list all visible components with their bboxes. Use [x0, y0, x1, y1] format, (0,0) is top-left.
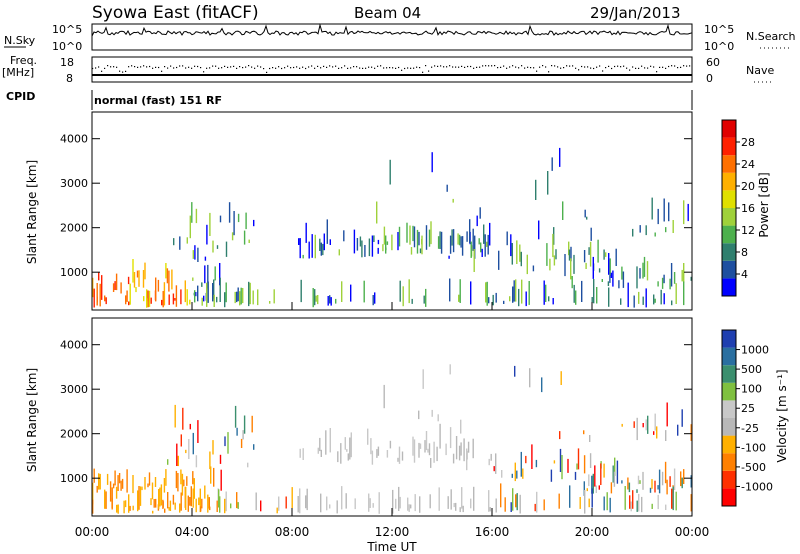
x-tick-label: 04:00 — [175, 525, 210, 539]
x-tick-label: 08:00 — [275, 525, 310, 539]
velocity-colorbar-tick-label: 1000 — [741, 344, 769, 357]
velocity-colorbar-swatch — [722, 418, 736, 436]
nsky-panel: N.Sky 10^5 10^0 10^5 10^0 N.Search — [4, 23, 796, 53]
velocity-colorbar-swatch — [722, 400, 736, 418]
y-tick-label: 4000 — [60, 133, 88, 146]
x-axis-label: Time UT — [366, 540, 417, 554]
power-colorbar: 4 8 12 16 20 24 28 Power [dB] — [721, 119, 771, 297]
velocity-colorbar-swatch — [722, 382, 736, 401]
velocity-colorbar-swatch — [722, 365, 736, 383]
date-label: 29/Jan/2013 — [590, 4, 681, 22]
power-colorbar-swatch — [722, 278, 736, 296]
freq-unit: [MHz] — [2, 66, 34, 79]
cpid-label: CPID — [6, 90, 35, 103]
x-tick-label: 16:00 — [475, 525, 510, 539]
power-colorbar-label: Power [dB] — [757, 172, 771, 237]
power-colorbar-swatch — [722, 137, 736, 156]
plot-title: Syowa East (fitACF) — [92, 3, 259, 23]
nave-label: Nave — [746, 64, 774, 77]
y-tick-label: 2000 — [60, 222, 88, 235]
power-colorbar-swatch — [722, 172, 736, 191]
nsky-label: N.Sky — [4, 34, 36, 47]
velocity-colorbar-swatch — [722, 330, 736, 348]
beam-label: Beam 04 — [354, 4, 421, 22]
velocity-colorbar-tick-label: -25 — [741, 422, 759, 435]
nave-tick-top: 60 — [706, 56, 720, 69]
power-panel: 1000 2000 3000 4000 Slant Range [km] — [25, 111, 693, 311]
velocity-colorbar-swatch — [722, 347, 736, 366]
velocity-colorbar-tick-label: -100 — [741, 441, 766, 454]
nave-trace — [92, 65, 691, 73]
freq-label: Freq. — [10, 54, 37, 67]
power-colorbar-tick-label: 20 — [741, 180, 755, 193]
y-tick-label: 3000 — [60, 177, 88, 190]
velocity-colorbar: -1000 -500 -100 -25 25 100 500 1000 Velocity [m… — [721, 329, 789, 507]
nsky-tick-top: 10^5 — [52, 23, 82, 36]
power-colorbar-tick-label: 28 — [741, 136, 755, 149]
power-colorbar-tick-label: 16 — [741, 202, 755, 215]
freq-tick-top: 18 — [60, 56, 74, 69]
y-tick-label: 2000 — [60, 428, 88, 441]
nsearch-label: N.Search — [746, 30, 796, 43]
nave-tick-bottom: 0 — [706, 72, 713, 85]
power-colorbar-tick-label: 24 — [741, 158, 755, 171]
power-colorbar-swatch — [722, 120, 736, 138]
velocity-colorbar-tick-label: 100 — [741, 383, 762, 396]
cpid-text: normal (fast) 151 RF — [94, 94, 222, 107]
power-colorbar-tick-label: 4 — [741, 268, 748, 281]
velocity-colorbar-tick-label: 500 — [741, 363, 762, 376]
nsearch-tick-top: 10^5 — [704, 23, 734, 36]
power-colorbar-swatch — [722, 243, 736, 261]
x-tick-label: 00:00 — [675, 525, 710, 539]
nsearch-tick-bottom: 10^0 — [704, 40, 734, 53]
power-colorbar-tick-label: 12 — [741, 224, 755, 237]
power-ylabel: Slant Range [km] — [25, 160, 39, 264]
velocity-colorbar-tick-label: -1000 — [741, 480, 773, 493]
power-heatmap — [92, 147, 692, 308]
y-tick-label: 3000 — [60, 383, 88, 396]
power-colorbar-swatch — [722, 190, 736, 208]
velocity-colorbar-tick-label: 25 — [741, 402, 755, 415]
x-tick-label: 20:00 — [575, 525, 610, 539]
velocity-heatmap — [92, 364, 692, 514]
velocity-colorbar-swatch — [722, 488, 736, 506]
power-colorbar-swatch — [722, 225, 736, 244]
velocity-colorbar-swatch — [722, 470, 736, 489]
freq-panel: Freq. [MHz] 18 8 60 0 Nave — [2, 54, 774, 85]
power-colorbar-swatch — [722, 208, 736, 226]
nsky-tick-bottom: 10^0 — [52, 40, 82, 53]
velocity-panel: 1000 2000 3000 4000 Slant Range [km] — [25, 317, 693, 517]
nsky-trace — [91, 23, 693, 37]
power-colorbar-swatch — [722, 155, 736, 173]
power-colorbar-swatch — [722, 260, 736, 279]
power-colorbar-tick-label: 8 — [741, 246, 748, 259]
y-tick-label: 1000 — [60, 472, 88, 485]
y-tick-label: 1000 — [60, 266, 88, 279]
velocity-colorbar-tick-label: -500 — [741, 461, 766, 474]
x-tick-label: 00:00 — [75, 525, 110, 539]
velocity-colorbar-swatch — [722, 435, 736, 454]
x-tick-label: 12:00 — [375, 525, 410, 539]
freq-tick-bottom: 8 — [66, 72, 73, 85]
x-axis: 00:00 04:00 08:00 12:00 16:00 20:00 00:00 — [75, 302, 710, 539]
y-tick-label: 4000 — [60, 339, 88, 352]
velocity-ylabel: Slant Range [km] — [25, 368, 39, 472]
velocity-colorbar-swatch — [722, 453, 736, 471]
velocity-colorbar-label: Velocity [m s⁻¹] — [775, 369, 789, 462]
